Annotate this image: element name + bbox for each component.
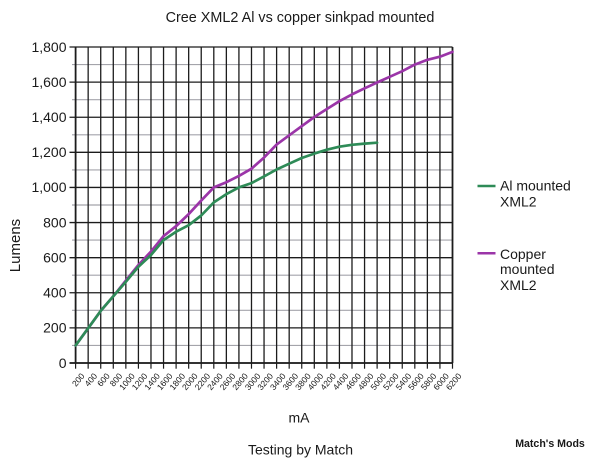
svg-text:400: 400 bbox=[43, 285, 67, 301]
svg-text:Lumens: Lumens bbox=[7, 219, 24, 272]
svg-text:1,600: 1,600 bbox=[31, 74, 66, 90]
svg-text:0: 0 bbox=[59, 355, 67, 371]
svg-text:mA: mA bbox=[289, 410, 311, 426]
svg-text:Copper: Copper bbox=[500, 246, 546, 262]
svg-text:1,200: 1,200 bbox=[31, 144, 66, 160]
svg-text:XML2: XML2 bbox=[500, 277, 537, 293]
svg-text:1,400: 1,400 bbox=[31, 109, 66, 125]
svg-text:XML2: XML2 bbox=[500, 193, 537, 209]
svg-text:1,800: 1,800 bbox=[31, 39, 66, 55]
svg-text:Cree XML2 Al vs copper sinkpad: Cree XML2 Al vs copper sinkpad mounted bbox=[166, 10, 435, 26]
svg-text:1,000: 1,000 bbox=[31, 179, 66, 195]
svg-text:Match's Mods: Match's Mods bbox=[515, 438, 585, 450]
svg-text:600: 600 bbox=[43, 249, 67, 265]
svg-text:mounted: mounted bbox=[500, 261, 554, 277]
svg-text:200: 200 bbox=[43, 320, 67, 336]
svg-text:Testing by Match: Testing by Match bbox=[248, 442, 353, 458]
svg-text:800: 800 bbox=[43, 214, 67, 230]
svg-text:Al mounted: Al mounted bbox=[500, 178, 571, 194]
